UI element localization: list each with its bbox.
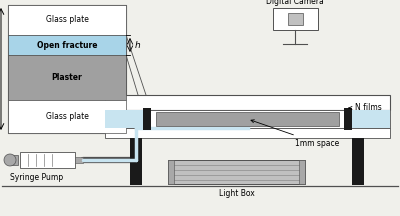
Circle shape: [4, 154, 16, 166]
Bar: [288, 13, 302, 25]
Bar: [8, 5, 126, 35]
Bar: [20, 152, 75, 168]
Bar: [105, 110, 390, 128]
Text: Glass plate: Glass plate: [46, 16, 88, 24]
Bar: [105, 95, 390, 110]
Text: h: h: [135, 41, 141, 49]
Bar: [168, 160, 305, 184]
Bar: [272, 8, 318, 30]
Bar: [344, 108, 352, 130]
Bar: [8, 35, 126, 55]
Bar: [8, 100, 126, 133]
Bar: [130, 138, 142, 185]
Text: 1mm space: 1mm space: [251, 120, 339, 148]
Bar: [299, 160, 305, 184]
Bar: [8, 55, 126, 100]
Text: Light Box: Light Box: [219, 189, 254, 198]
Text: Plaster: Plaster: [52, 73, 82, 82]
Bar: [105, 128, 390, 138]
Text: Open fracture: Open fracture: [37, 41, 97, 49]
Bar: [10, 155, 18, 165]
Text: N films: N films: [349, 103, 382, 113]
Bar: [143, 108, 151, 130]
Bar: [105, 110, 143, 128]
Text: Digital Camera: Digital Camera: [266, 0, 324, 6]
Bar: [352, 138, 364, 185]
Bar: [156, 112, 339, 126]
Bar: [8, 5, 126, 133]
Bar: [352, 110, 390, 128]
Bar: [168, 160, 174, 184]
Text: Glass plate: Glass plate: [46, 112, 88, 121]
Text: Syringe Pump: Syringe Pump: [10, 173, 63, 182]
Bar: [75, 157, 83, 163]
